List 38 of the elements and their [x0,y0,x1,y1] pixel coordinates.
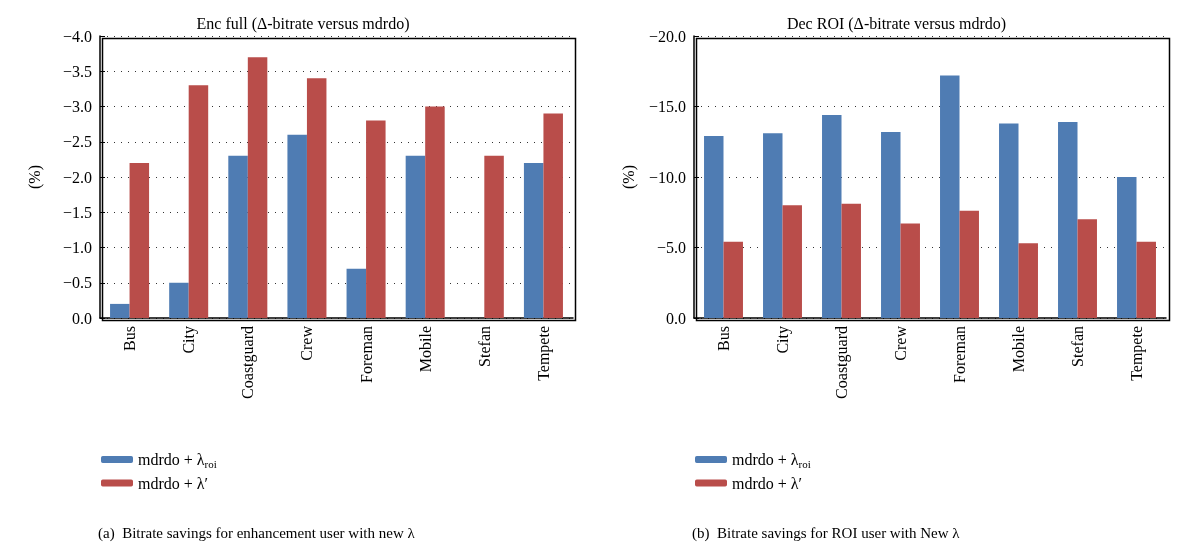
legend-label: mdrdo + λ′ [138,474,209,492]
x-tick-label: Stefan [1069,326,1086,367]
x-tick-label: Bus [121,326,139,351]
x-tick-label: Mobile [1010,326,1027,373]
y-tick-label: −20.0 [648,27,686,45]
y-axis-title: (%) [619,165,638,189]
x-tick-label: Bus [715,326,732,351]
x-tick-label: Foreman [951,326,968,383]
y-tick-label: −1.5 [62,203,92,221]
y-tick-label: −3.0 [62,98,92,115]
x-tick-label: Crew [298,325,316,361]
y-tick-label: −3.5 [62,62,92,80]
y-tick-label: 0.0 [666,309,686,327]
text: (a) Bitrate savings for enhancement user with new λ [98,524,416,542]
x-tick-label: Tempete [1128,326,1146,381]
y-tick-label: 0.0 [72,309,92,327]
x-tick-label: Coastguard [239,326,258,399]
y-tick-label: −10.0 [648,168,686,186]
y-tick-label: −4.0 [62,27,92,45]
y-tick-label: −5.0 [656,239,686,256]
x-tick-label: Foreman [357,326,375,383]
x-tick-label: Coastguard [833,326,851,399]
y-tick-label: −0.5 [62,274,92,292]
x-tick-label: Crew [892,325,909,361]
chart-title: Enc full (Δ-bitrate versus mdrdo) [196,14,410,33]
x-tick-label: Mobile [416,326,434,373]
text: (b) Bitrate savings for ROI user with New λ [692,524,961,542]
chart-title: Dec ROI (Δ-bitrate versus mdrdo) [786,14,1007,33]
x-tick-label: Stefan [475,326,493,367]
y-tick-label: −2.5 [62,133,92,151]
x-tick-label: City [774,326,792,354]
x-tick-label: Tempete [534,326,553,381]
x-tick-label: City [180,326,199,354]
legend-label: mdrdo + λ′ [732,474,803,492]
y-tick-label: −2.0 [62,168,92,186]
y-axis-title: (%) [25,165,44,189]
y-tick-label: −1.0 [62,239,92,256]
y-tick-label: −15.0 [648,98,686,115]
